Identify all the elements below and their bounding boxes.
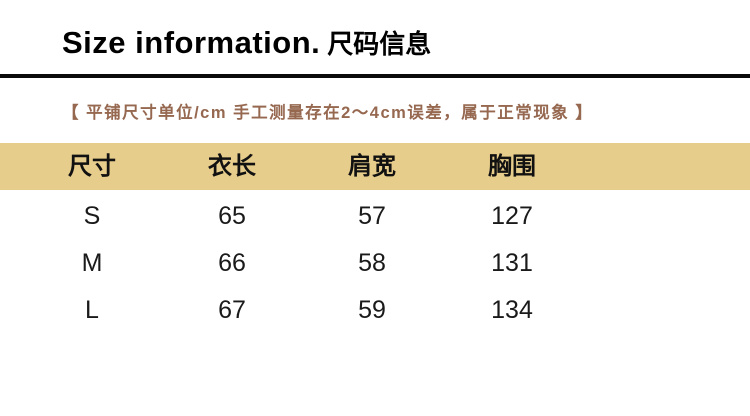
cell-size: S <box>83 202 101 230</box>
cell-length: 66 <box>218 249 246 277</box>
cell-size: M <box>81 249 103 277</box>
cell-shoulder: 59 <box>358 296 386 324</box>
size-table-body: S 65 57 127 M 66 58 131 L 67 59 134 <box>0 193 750 334</box>
header-shoulder: 肩宽 <box>348 153 396 180</box>
header-length: 衣长 <box>208 153 256 180</box>
cell-shoulder: 58 <box>358 249 386 277</box>
page-title-english: Size information. <box>62 25 321 60</box>
table-row-m: M 66 58 131 <box>0 240 750 287</box>
cell-length: 67 <box>218 296 246 324</box>
header-bust: 胸围 <box>488 153 536 180</box>
cell-bust: 131 <box>491 249 533 277</box>
table-row-s: S 65 57 127 <box>0 193 750 240</box>
cell-bust: 134 <box>491 296 533 324</box>
cell-bust: 127 <box>491 202 533 230</box>
measurement-note: 【 平铺尺寸单位/cm 手工测量存在2～4cm误差，属于正常现象 】 <box>62 104 594 122</box>
size-table-header: 尺寸 衣长 肩宽 胸围 <box>0 143 750 190</box>
cell-length: 65 <box>218 202 246 230</box>
page-title: Size information. 尺码信息 <box>62 24 431 61</box>
cell-size: L <box>85 296 99 324</box>
header-size: 尺寸 <box>68 153 116 180</box>
page-title-chinese: 尺码信息 <box>327 29 432 59</box>
title-divider-line <box>0 74 750 78</box>
cell-shoulder: 57 <box>358 202 386 230</box>
table-row-l: L 67 59 134 <box>0 287 750 334</box>
